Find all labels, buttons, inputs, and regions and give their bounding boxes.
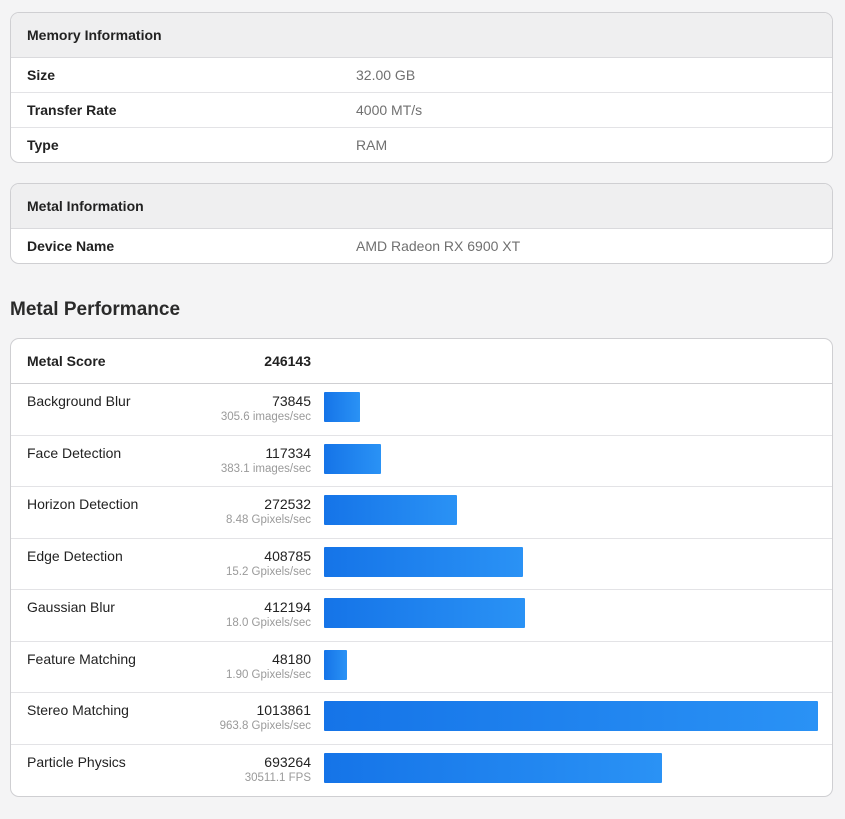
test-rate: 963.8 Gpixels/sec (219, 720, 311, 732)
info-value: RAM (356, 137, 388, 153)
metal-performance-card: Metal Score 246143 Background Blur 73845 3… (10, 338, 833, 797)
info-value: 4000 MT/s (356, 102, 423, 118)
score-bar (324, 701, 818, 731)
device-name-row: Device Name AMD Radeon RX 6900 XT (11, 229, 832, 263)
test-rate: 30511.1 FPS (244, 771, 311, 784)
info-value: AMD Radeon RX 6900 XT (356, 238, 521, 254)
memory-information-card: Memory Information Size 32.00 GB Transfe… (10, 12, 833, 163)
performance-test-row: Horizon Detection 272532 8.48 Gpixels/sec (11, 487, 832, 539)
test-name: Feature Matching (27, 650, 136, 667)
performance-test-row: Stereo Matching 1013861 963.8 Gpixels/sec (11, 693, 832, 745)
memory-type-row: Type RAM (11, 128, 832, 162)
score-bar-track (324, 752, 818, 783)
memory-size-row: Size 32.00 GB (11, 58, 832, 93)
performance-test-row: Background Blur 73845 305.6 images/sec (11, 384, 832, 436)
test-score: 117334 (265, 444, 311, 461)
info-value: 32.00 GB (356, 67, 416, 83)
score-bar-track (324, 495, 818, 525)
score-bar-track (324, 598, 818, 628)
memory-information-title: Memory Information (11, 13, 832, 58)
test-name: Particle Physics (27, 753, 126, 770)
test-rate: 15.2 Gpixels/sec (225, 565, 311, 578)
test-name: Background Blur (27, 393, 131, 409)
test-rate: 8.48 Gpixels/sec (225, 514, 311, 526)
test-name: Edge Detection (27, 547, 123, 564)
score-bar-track (324, 701, 818, 731)
test-rate: 383.1 images/sec (220, 462, 311, 475)
score-bar (324, 598, 525, 628)
score-bar (324, 392, 360, 422)
test-score: 48180 (272, 650, 311, 667)
metal-performance-heading: Metal Performance (10, 299, 181, 320)
score-bar (324, 546, 523, 577)
info-label: Device Name (27, 238, 115, 254)
test-score: 693264 (264, 753, 311, 770)
test-rate: 1.90 Gpixels/sec (225, 668, 311, 681)
performance-test-row: Particle Physics 693264 30511.1 FPS (11, 745, 832, 797)
metal-information-title: Metal Information (11, 184, 832, 229)
info-label: Transfer Rate (27, 102, 117, 118)
performance-test-list: Background Blur 73845 305.6 images/sec Face… (11, 384, 832, 796)
test-rate: 305.6 images/sec (220, 411, 311, 423)
score-bar-track (324, 546, 818, 577)
memory-transfer-rate-row: Transfer Rate 4000 MT/s (11, 93, 832, 128)
metal-score-label: Metal Score (27, 353, 106, 369)
score-bar (324, 649, 347, 680)
test-score: 73845 (272, 393, 311, 409)
performance-test-row: Face Detection 117334 383.1 images/sec (11, 436, 832, 487)
test-score: 412194 (264, 599, 311, 615)
info-label: Type (27, 137, 59, 153)
test-name: Horizon Detection (27, 496, 139, 512)
metal-score-value: 246143 (264, 353, 311, 369)
test-score: 1013861 (256, 702, 311, 718)
metal-score-row: Metal Score 246143 (11, 339, 832, 384)
score-bar-track (324, 443, 818, 474)
performance-test-row: Feature Matching 48180 1.90 Gpixels/sec (11, 642, 832, 693)
score-bar (324, 443, 381, 474)
metal-information-card: Metal Information Device Name AMD Radeon… (10, 183, 833, 264)
test-name: Face Detection (27, 444, 122, 461)
test-score: 272532 (264, 496, 311, 512)
test-rate: 18.0 Gpixels/sec (225, 617, 311, 629)
score-bar-track (324, 649, 818, 680)
performance-test-row: Gaussian Blur 412194 18.0 Gpixels/sec (11, 590, 832, 642)
score-bar-track (324, 392, 818, 422)
score-bar (324, 752, 662, 783)
info-label: Size (27, 67, 56, 83)
test-name: Stereo Matching (27, 702, 129, 718)
test-name: Gaussian Blur (27, 599, 115, 615)
performance-test-row: Edge Detection 408785 15.2 Gpixels/sec (11, 539, 832, 590)
test-score: 408785 (264, 547, 311, 564)
score-bar (324, 495, 457, 525)
